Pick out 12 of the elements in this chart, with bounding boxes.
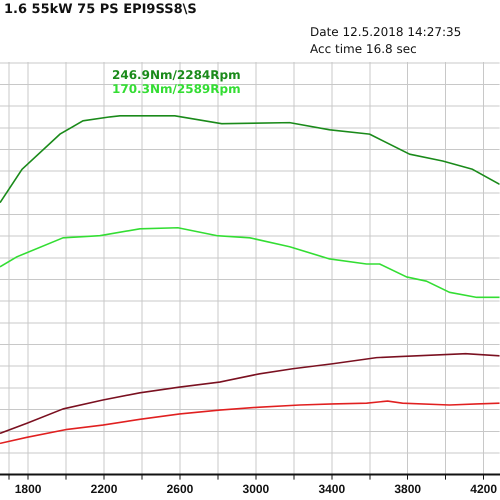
x-tick-label: 3800: [394, 482, 422, 496]
x-tick-label: 1800: [14, 482, 42, 496]
x-tick-label: 4200: [470, 482, 498, 496]
text: 246.9Nm/2284Rpm: [112, 68, 241, 82]
text: 170.3Nm/2589Rpm: [112, 82, 241, 96]
text: Acc time 16.8 sec: [310, 41, 418, 58]
x-tick-label: 3400: [318, 482, 346, 496]
x-tick-label: 3000: [242, 482, 270, 496]
x-tick-label: 2600: [166, 482, 194, 496]
chart-title: 1.6 55kW 75 PS EPI9SS8\S: [4, 2, 197, 17]
x-tick-label: 2200: [90, 482, 118, 496]
text: Date 12.5.2018 14:27:35: [310, 24, 462, 41]
